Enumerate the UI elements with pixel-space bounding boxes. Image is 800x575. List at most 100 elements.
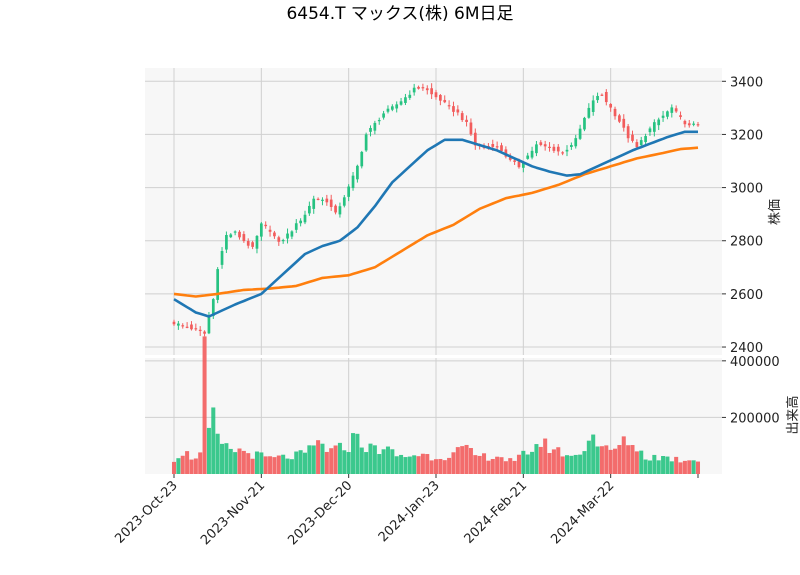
candle-body — [473, 132, 477, 146]
price-tick-label: 2800 — [730, 235, 763, 250]
candle-body — [242, 234, 246, 242]
candle-body — [692, 123, 695, 125]
candle-body — [273, 232, 276, 237]
candle-body — [356, 165, 359, 180]
candle-body — [238, 231, 241, 238]
candle-body — [395, 104, 399, 109]
volume-bar — [543, 438, 548, 474]
candle-body — [622, 118, 626, 128]
candle-body — [198, 329, 202, 332]
candle-body — [583, 117, 586, 130]
volume-bar — [289, 459, 294, 474]
candle-body — [220, 251, 224, 265]
candle-body — [618, 115, 621, 122]
candle-body — [382, 113, 385, 118]
candle-body — [211, 299, 215, 317]
candle-body — [421, 87, 425, 89]
date-tick-label: 2023-Oct-23 — [112, 478, 180, 546]
date-tick-label: 2024-Jan-23 — [376, 478, 443, 545]
volume-bar — [342, 450, 347, 474]
volume-bar — [512, 460, 517, 474]
candle-body — [430, 88, 433, 95]
candle-body — [312, 198, 316, 209]
volume-bar — [202, 336, 207, 474]
candle-body — [570, 145, 573, 147]
candle-body — [334, 205, 337, 213]
volume-bar — [337, 442, 342, 474]
candle-body — [591, 100, 595, 112]
candle-body — [600, 94, 604, 96]
volume-bar — [547, 452, 552, 474]
volume-tick-label: 400000 — [730, 355, 780, 370]
candle-body — [679, 115, 682, 117]
volume-bar — [477, 455, 482, 474]
candle-body — [639, 140, 643, 146]
candle-body — [626, 126, 630, 139]
candle-body — [556, 146, 560, 152]
candle-body — [216, 269, 220, 300]
candle-body — [657, 119, 661, 126]
candle-body — [443, 99, 447, 103]
ma-short-line — [173, 130, 698, 318]
volume-bar — [237, 448, 242, 474]
candle-body — [233, 231, 237, 233]
candle-body — [491, 143, 495, 147]
candle-body — [246, 240, 250, 246]
volume-bar — [691, 460, 696, 474]
candle-body — [417, 86, 420, 89]
volume-bar — [551, 449, 556, 474]
volume-bar — [320, 443, 325, 474]
volume-bar — [591, 434, 596, 474]
volume-bar — [324, 451, 329, 474]
volume-bar — [254, 451, 259, 474]
volume-bar — [355, 433, 360, 474]
volume-bar — [643, 459, 648, 474]
volume-bar — [630, 445, 635, 474]
price-tick-label: 3200 — [730, 128, 763, 143]
volume-bar — [608, 449, 613, 474]
volume-bar — [185, 451, 190, 474]
date-tick-label: 2023-Nov-21 — [198, 478, 268, 548]
candle-body — [386, 108, 390, 112]
candle-body — [683, 120, 687, 125]
volume-bar — [473, 455, 478, 474]
candlesticks — [172, 83, 700, 337]
candle-body — [181, 325, 185, 327]
candle-body — [203, 331, 206, 334]
candle-body — [609, 103, 613, 108]
candle-body — [412, 87, 416, 93]
volume-bar — [285, 458, 290, 474]
volume-bar — [490, 458, 495, 474]
candle-body — [177, 323, 180, 326]
candle-body — [408, 94, 412, 98]
volume-bar — [556, 447, 561, 474]
candle-body — [277, 237, 281, 242]
candle-body — [364, 134, 368, 151]
candle-body — [696, 124, 700, 126]
price-tick-label: 2400 — [730, 341, 763, 356]
candle-body — [565, 149, 569, 152]
candle-body — [264, 224, 268, 227]
volume-bar — [333, 445, 338, 474]
volume-bar — [582, 451, 587, 474]
volume-bar — [560, 456, 565, 474]
candle-body — [543, 144, 547, 147]
volume-bar — [220, 443, 225, 474]
candle-body — [360, 151, 364, 167]
volume-bar — [516, 454, 521, 474]
volume-bar — [425, 454, 430, 474]
volume-bar — [407, 456, 412, 474]
candle-body — [251, 242, 254, 247]
candle-body — [561, 152, 564, 154]
candle-body — [294, 223, 298, 230]
price-tick-label: 3400 — [730, 75, 763, 90]
volume-bar — [586, 440, 591, 474]
volume-bar — [399, 454, 404, 474]
candle-body — [631, 134, 634, 141]
date-tick-label: 2024-Mar-22 — [548, 478, 617, 547]
volume-bar — [241, 450, 246, 474]
candle-body — [342, 197, 346, 206]
volume-bar — [403, 457, 408, 474]
candle-body — [286, 233, 289, 239]
